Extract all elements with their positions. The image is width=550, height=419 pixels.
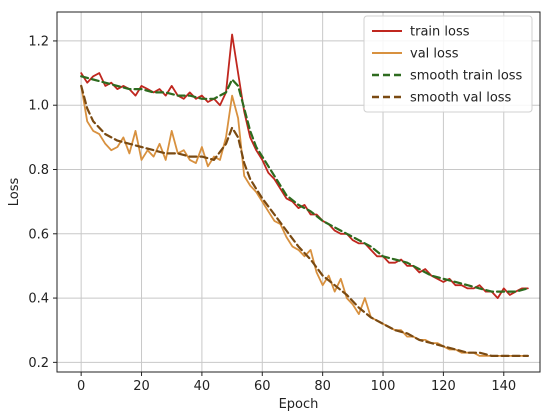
y-tick-label: 0.2 — [28, 356, 49, 371]
legend-label: smooth train loss — [410, 69, 523, 84]
y-tick-label: 0.4 — [28, 292, 49, 307]
plot-frame — [56, 11, 541, 373]
x-tick-label: 0 — [77, 379, 85, 394]
y-tick-label: 0.6 — [28, 227, 49, 242]
x-tick-label: 80 — [314, 379, 331, 394]
legend-label: smooth val loss — [410, 91, 512, 106]
y-axis-label: Loss — [7, 178, 22, 207]
x-tick-label: 20 — [133, 379, 150, 394]
legend-label: val loss — [410, 47, 459, 62]
tick-layer: 0 20 40 60 80 100 120 140 0.2 0.4 0.6 0.8 1.0 1.2 — [28, 34, 516, 394]
y-tick-label: 1.0 — [28, 99, 49, 114]
series-layer — [80, 33, 529, 357]
legend: train loss val loss smooth train loss smoot… — [363, 15, 533, 113]
y-tick-label: 0.8 — [28, 163, 49, 178]
legend-label: train loss — [410, 25, 470, 40]
y-tick-label: 1.2 — [28, 34, 49, 49]
x-tick-label: 60 — [254, 379, 271, 394]
series-line-smooth-train-loss — [80, 75, 529, 293]
x-tick-label: 40 — [194, 379, 211, 394]
x-tick-label: 100 — [371, 379, 396, 394]
x-tick-label: 120 — [431, 379, 456, 394]
x-tick-label: 140 — [491, 379, 516, 394]
series-line-train-loss — [80, 33, 529, 299]
x-axis-label: Epoch — [279, 397, 319, 412]
legend-box — [363, 15, 533, 113]
series-line-smooth-val-loss — [80, 84, 529, 357]
